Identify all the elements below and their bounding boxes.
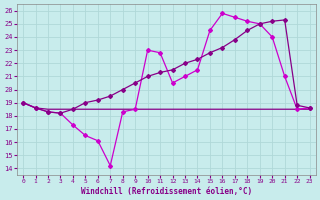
X-axis label: Windchill (Refroidissement éolien,°C): Windchill (Refroidissement éolien,°C) (81, 187, 252, 196)
